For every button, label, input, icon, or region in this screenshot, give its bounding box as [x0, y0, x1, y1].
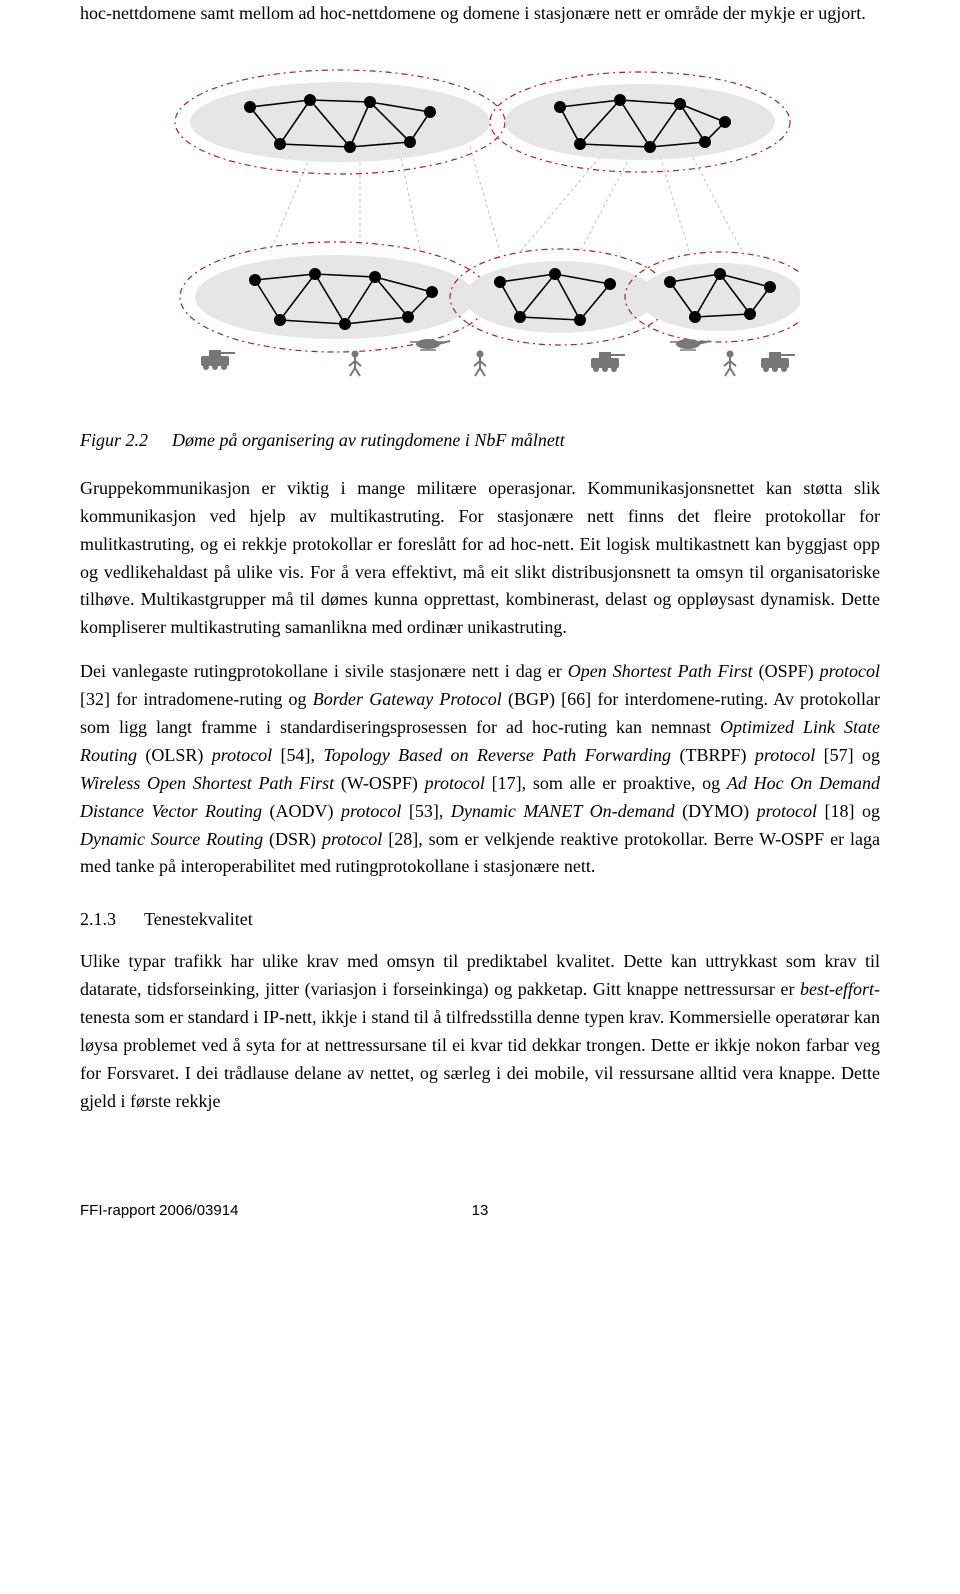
caption-label: Figur 2.2 — [80, 430, 148, 451]
text: (TBRPF) — [671, 745, 755, 765]
text: (W-OSPF) — [334, 773, 424, 793]
caption-text: Døme på organisering av rutingdomene i N… — [172, 430, 565, 451]
protocol-ospf: Open Shortest Path First — [568, 661, 753, 681]
footer-report-id: FFI-rapport 2006/03914 — [80, 1202, 238, 1219]
paragraph-protocols: Dei vanlegaste rutingprotokollane i sivi… — [80, 658, 880, 881]
protocol-dsr: Dynamic Source Routing — [80, 829, 263, 849]
paragraph-groupcomm: Gruppekommunikasjon er viktig i mange mi… — [80, 475, 880, 642]
protocol-bgp: Border Gateway Protocol — [313, 689, 502, 709]
text: (AODV) — [262, 801, 341, 821]
page-footer: FFI-rapport 2006/03914 13 — [0, 1172, 960, 1239]
protocol-dymo: Dynamic MANET On-demand — [451, 801, 675, 821]
footer-page-number: 13 — [472, 1202, 489, 1219]
section-heading: 2.1.3 Tenestekvalitet — [80, 909, 880, 930]
text: (DYMO) — [675, 801, 757, 821]
figure-caption: Figur 2.2 Døme på organisering av ruting… — [80, 430, 880, 451]
section-number: 2.1.3 — [80, 909, 116, 930]
word-protocol: protocol — [755, 745, 815, 765]
word-protocol: protocol — [425, 773, 485, 793]
term-best-effort: best-effort — [800, 979, 874, 999]
text: Dei vanlegaste rutingprotokollane i sivi… — [80, 661, 568, 681]
text: (OSPF) — [753, 661, 820, 681]
word-protocol: protocol — [212, 745, 272, 765]
word-protocol: protocol — [757, 801, 817, 821]
paragraph-intro: hoc-nettdomene samt mellom ad hoc-nettdo… — [80, 0, 880, 28]
network-diagram-svg — [160, 52, 800, 412]
text: (DSR) — [263, 829, 322, 849]
paragraph-qos: Ulike typar trafikk har ulike krav med o… — [80, 948, 880, 1115]
word-protocol: protocol — [322, 829, 382, 849]
text: [53], — [401, 801, 451, 821]
text: [18] og — [817, 801, 880, 821]
text: (OLSR) — [137, 745, 212, 765]
protocol-wospf: Wireless Open Shortest Path First — [80, 773, 334, 793]
text: [32] for intradomene-ruting og — [80, 689, 313, 709]
text: Ulike typar trafikk har ulike krav med o… — [80, 951, 880, 999]
section-title: Tenestekvalitet — [144, 909, 253, 930]
word-protocol: protocol — [820, 661, 880, 681]
text: [17], som alle er proaktive, og — [485, 773, 727, 793]
figure-2-2 — [80, 52, 880, 412]
text: [54], — [272, 745, 323, 765]
word-protocol: protocol — [341, 801, 401, 821]
text: [57] og — [815, 745, 880, 765]
protocol-tbrpf: Topology Based on Reverse Path Forwardin… — [323, 745, 671, 765]
